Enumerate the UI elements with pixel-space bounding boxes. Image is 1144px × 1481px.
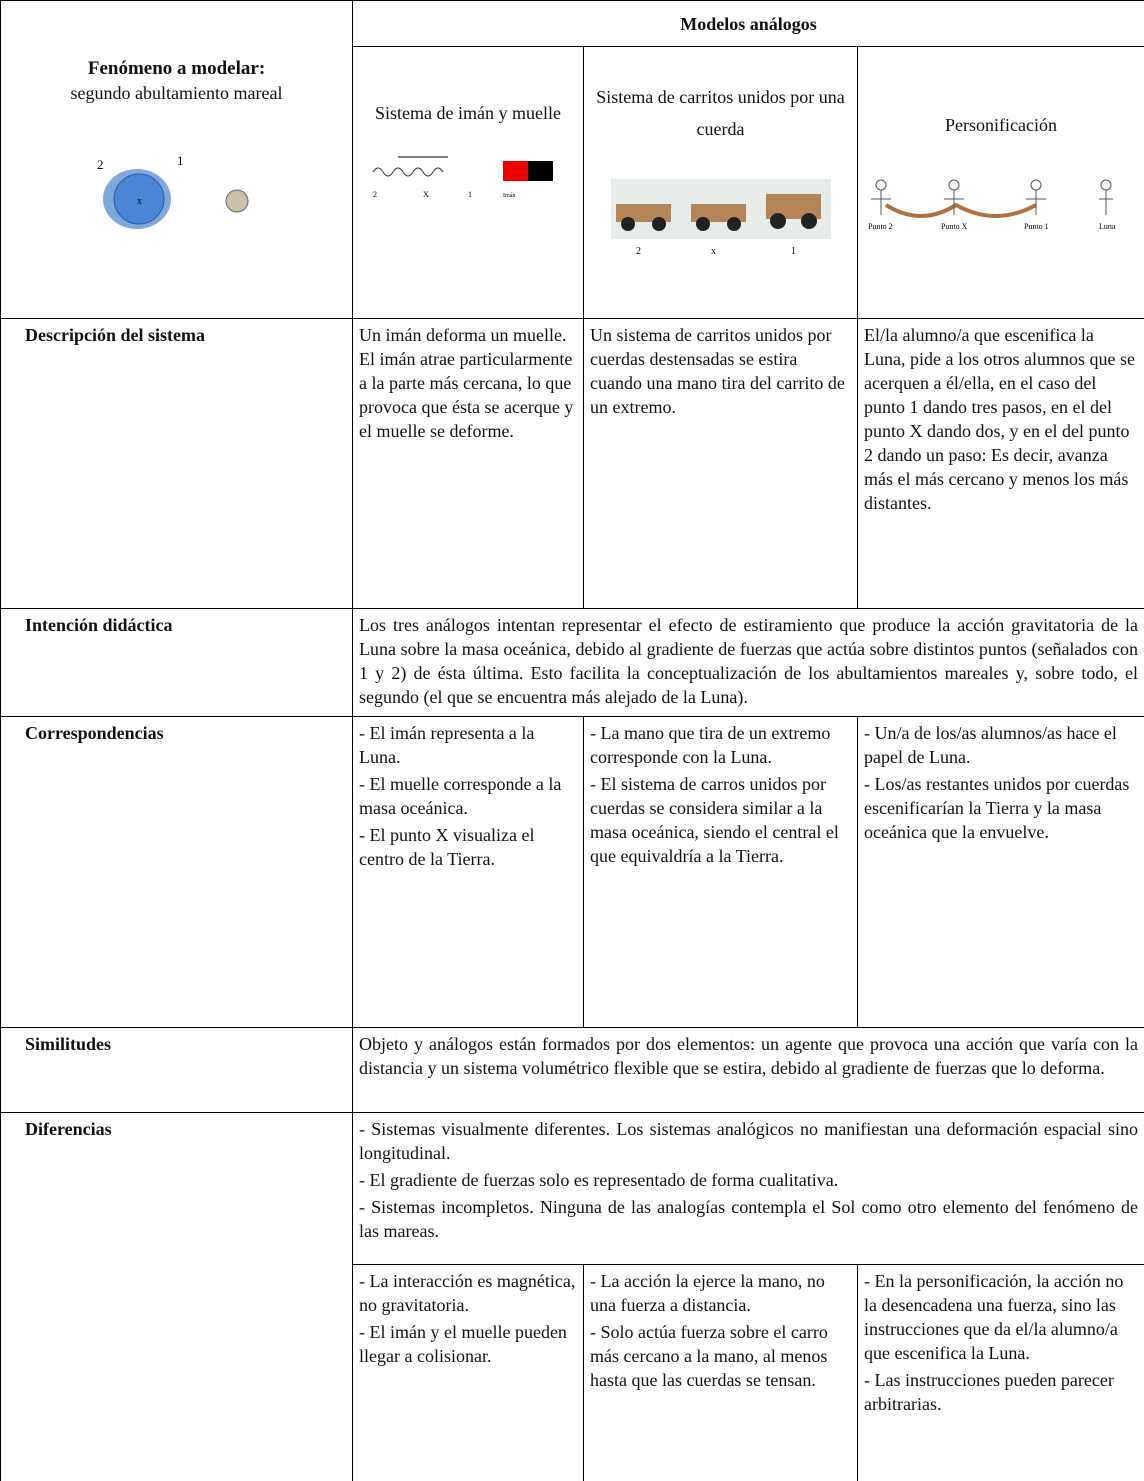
spring [372, 167, 444, 177]
phenomenon-cell: Fenómeno a modelar: segundo abultamiento… [0, 0, 353, 319]
model-cell: Sistema de carritos unidos por una cuerd… [583, 46, 858, 319]
cell: - La interacción es magnética, no gravit… [352, 1264, 584, 1481]
row-label: Diferencias [0, 1112, 353, 1481]
moon [225, 189, 248, 213]
model-title: Sistema de imán y muelle [375, 103, 561, 123]
paragraph: - El imán representa a la Luna. [359, 723, 535, 767]
label: x [137, 196, 142, 207]
span-cell: Los tres análogos intentan representar e… [351, 608, 1144, 717]
model-cell: Personificación Punto 2 Punto X Punto 1 … [856, 46, 1144, 319]
paragraph: - Sistemas visualmente diferentes. Los s… [359, 1119, 1139, 1163]
cell: Un imán deforma un muelle. El imán atrae… [352, 318, 584, 609]
label: 2 [373, 190, 377, 199]
paragraph: - En la personificación, la acción no la… [864, 1271, 1124, 1363]
magnet-figure: 2 X 1 Imán [372, 156, 553, 199]
paragraph: El/la alumno/a que escenifica la Luna, p… [864, 325, 1135, 513]
paragraph: - La interacción es magnética, no gravit… [359, 1271, 576, 1315]
model-title: Sistema de carritos unidos por una cuerd… [596, 87, 845, 139]
table-row: - La interacción es magnética, no gravit… [1, 1264, 1144, 1481]
paragraph: - Sistemas incompletos. Ninguna de las a… [359, 1197, 1139, 1241]
table-row: Diferencias - Sistemas visualmente difere… [0, 1112, 1144, 1481]
label: 1 [177, 153, 184, 168]
paragraph: - El punto X visualiza el centro de la T… [359, 825, 535, 869]
models-row: Sistema de imán y muelle 2 X 1 Imán Sist… [1, 46, 1144, 319]
paragraph: - El sistema de carros unidos por cuerda… [590, 774, 839, 866]
wheels [620, 213, 817, 231]
span-cell: - Sistemas visualmente diferentes. Los s… [351, 1112, 1144, 1265]
paragraph: Un sistema de carritos unidos por cuerda… [590, 325, 845, 417]
label: Luna [1099, 222, 1116, 231]
phenomenon-subtitle: segundo abultamiento mareal [70, 83, 283, 103]
paragraph: - El muelle corresponde a la masa oceáni… [359, 774, 562, 818]
phenomenon-title: Fenómeno a modelar: [87, 58, 266, 79]
span-cell: Objeto y análogos están formados por dos… [351, 1027, 1144, 1113]
cell: - En la personificación, la acción no la… [856, 1264, 1144, 1481]
paragraph: - Los/as restantes unidos por cuerdas es… [864, 774, 1130, 842]
paragraph: Un imán deforma un muelle. El imán atrae… [359, 325, 574, 441]
header-row: Fenómeno a modelar: segundo abultamiento… [0, 0, 1144, 319]
paragraph: - Las instrucciones pueden parecer arbit… [864, 1370, 1114, 1414]
paragraph: - Un/a de los/as alumnos/as hace el pape… [864, 723, 1117, 767]
model-title: Personificación [945, 115, 1057, 135]
label: 2 [97, 157, 104, 172]
cell: - El imán representa a la Luna. - El muel… [352, 716, 584, 1028]
label: 1 [791, 246, 796, 257]
cell: - La mano que tira de un extremo corresp… [583, 716, 858, 1028]
label: Punto X [941, 222, 968, 231]
label: X [423, 190, 429, 199]
paragraph: - El gradiente de fuerzas solo es repres… [359, 1170, 839, 1190]
label: Punto 2 [868, 222, 893, 231]
earth [113, 173, 164, 225]
magnet-black [528, 161, 553, 181]
cell: Un sistema de carritos unidos por cuerda… [583, 318, 858, 609]
label: 1 [468, 190, 472, 199]
label: x [711, 246, 716, 257]
model-cell: Sistema de imán y muelle 2 X 1 Imán [352, 46, 584, 319]
cell: El/la alumno/a que escenifica la Luna, p… [856, 318, 1144, 609]
row-label: Similitudes [0, 1027, 353, 1113]
row-label: Correspondencias [0, 716, 353, 1028]
table-row: Similitudes Objeto y análogos están forma… [0, 1027, 1144, 1113]
tide-figure: 2 1 x [97, 153, 248, 229]
people [871, 179, 1114, 215]
people-figure: Punto 2 Punto X Punto 1 Luna [868, 179, 1116, 231]
paragraph: - La mano que tira de un extremo corresp… [590, 723, 831, 767]
magnet-red [503, 161, 528, 181]
row-label: Intención didáctica [0, 608, 353, 717]
paragraph: - El imán y el muelle pueden llegar a co… [359, 1322, 567, 1366]
cell: - La acción la ejerce la mano, no una fu… [583, 1264, 858, 1481]
label: Imán [503, 193, 515, 199]
table-row: Intención didáctica Los tres análogos int… [0, 608, 1144, 717]
paragraph: - Solo actúa fuerza sobre el carro más c… [590, 1322, 828, 1390]
paragraph: Objeto y análogos están formados por dos… [359, 1034, 1139, 1078]
paragraph: Los tres análogos intentan representar e… [359, 615, 1139, 707]
row-label: Descripción del sistema [0, 318, 353, 609]
label: Punto 1 [1024, 222, 1049, 231]
rope [884, 202, 1037, 218]
paragraph: - La acción la ejerce la mano, no una fu… [590, 1271, 825, 1315]
table-row: Correspondencias - El imán representa a l… [0, 716, 1144, 1028]
cell: - Un/a de los/as alumnos/as hace el pape… [856, 716, 1144, 1028]
label: 2 [636, 246, 641, 257]
table-row: Descripción del sistema Un imán deforma u… [0, 318, 1144, 609]
models-title: Modelos análogos [351, 0, 1144, 47]
carts-figure: 2 x 1 [610, 179, 831, 257]
